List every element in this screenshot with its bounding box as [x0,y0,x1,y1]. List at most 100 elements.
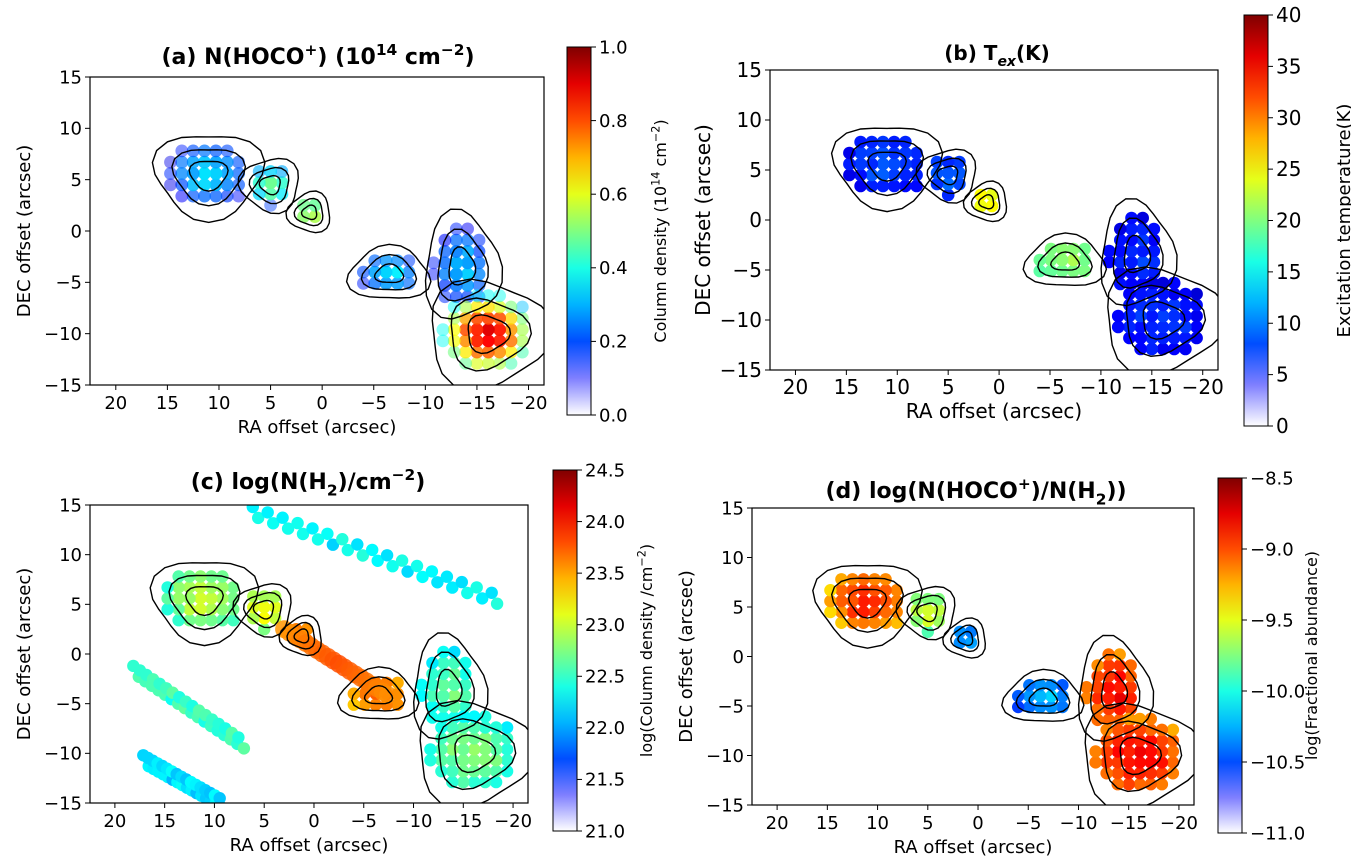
colorbar-d [1217,477,1243,834]
y-tick-label: 10 [59,119,82,140]
hex-cell [459,357,472,370]
hex-cell [868,594,881,608]
hex-cell [985,199,999,213]
hex-cell [194,592,207,605]
hex-cell [481,323,495,336]
hex-cell [457,710,470,723]
hex-cell [186,178,200,192]
colorbar-a [566,46,592,416]
hex-cell [835,573,848,586]
contour-line [363,684,394,705]
hex-cell [476,592,489,605]
colorbar-tick-label: −8.5 [1250,468,1294,489]
x-tick-label: 5 [265,393,276,414]
contour-line [895,585,956,641]
x-tick-label: 0 [993,375,1006,399]
contour-line [171,149,247,207]
hex-cell [194,614,207,627]
hex-cell [479,743,492,756]
hex-cell [1034,689,1047,703]
hex-cell [436,334,450,348]
hex-cell [369,698,382,711]
hex-cell [1102,681,1115,694]
hex-cell [461,586,474,600]
y-tick-label: 0 [71,644,82,665]
contour-line [830,127,944,213]
hex-cell [910,146,923,160]
contour-line [168,574,241,631]
y-tick-label: 5 [71,595,82,616]
hex-cell [857,573,870,586]
y-tick-label: −10 [44,744,82,765]
hex-cell [876,157,890,171]
y-tick-label: 0 [749,208,762,232]
x-tick-label: 0 [972,813,983,834]
hex-cell [500,732,514,745]
x-axis-label: RA offset (arcsec) [238,417,397,438]
hex-cell [472,245,486,258]
hex-cell [1134,287,1147,301]
x-tick-label: −20 [510,393,548,414]
hex-cell [461,233,474,247]
hex-cell [1166,723,1180,736]
hex-cell [985,188,999,202]
hex-cell [380,549,394,562]
hex-cell [455,575,468,589]
x-tick-label: 20 [783,375,808,399]
hex-cell [964,625,978,638]
hex-cell [910,179,923,193]
hex-cell [1111,767,1124,780]
colorbar-tick-label: 5 [1276,363,1289,387]
contour-line [970,187,1001,216]
hex-cell [194,603,207,616]
hex-cell [1156,309,1170,323]
hex-cell [261,506,274,519]
hex-cell [175,155,189,169]
panel-a: 20 15 10 5 0 −5 −10 −15 −20 15 10 5 0 −5 −10 −15 RA offs… [14,37,670,438]
y-tick-label: −5 [717,696,744,717]
hex-cell [879,584,892,597]
x-axis-label: RA offset (arcsec) [894,837,1053,858]
contour-line [336,666,420,720]
colorbar-tick-label: 1.0 [599,37,628,58]
contour-line [424,208,504,320]
contour-line [232,582,292,638]
contour-line [847,588,888,619]
y-axis-label: DEC offset (arcsec) [14,145,35,318]
hex-cell [296,527,310,541]
hex-cell [402,254,416,268]
hex-cell [887,179,901,193]
hex-cell [1145,320,1159,334]
hex-cell [1145,309,1159,323]
hex-cell [459,656,472,670]
hex-cell [232,189,246,203]
hex-cell [1091,691,1104,705]
hex-cell [435,754,448,767]
hex-cell [846,605,859,619]
colorbar-tick-label: 10 [1276,311,1301,335]
hex-cell [198,155,211,169]
hex-cell [1145,342,1159,356]
x-tick-label: −15 [458,393,496,414]
hex-cell [371,554,384,567]
x-tick-label: 0 [308,811,319,832]
hex-cell [379,686,398,705]
contour-line [431,278,544,385]
hex-cell [843,168,856,182]
contour-line [1119,736,1163,776]
hex-cell [1136,244,1149,258]
contour-line [188,160,229,192]
y-tick-label: 15 [721,498,744,519]
hex-cell [479,710,492,723]
x-tick-label: −5 [350,811,377,832]
hex-cell [481,357,495,370]
hex-cell [281,522,295,535]
y-axis-label: DEC offset (arcsec) [691,124,715,316]
hex-cell [481,300,495,314]
hex-cell [198,189,211,203]
hex-cell [1100,745,1113,758]
hex-cell [1136,255,1149,269]
hex-cell [1190,287,1203,301]
hex-cell [953,625,967,638]
hex-cell [887,157,901,171]
